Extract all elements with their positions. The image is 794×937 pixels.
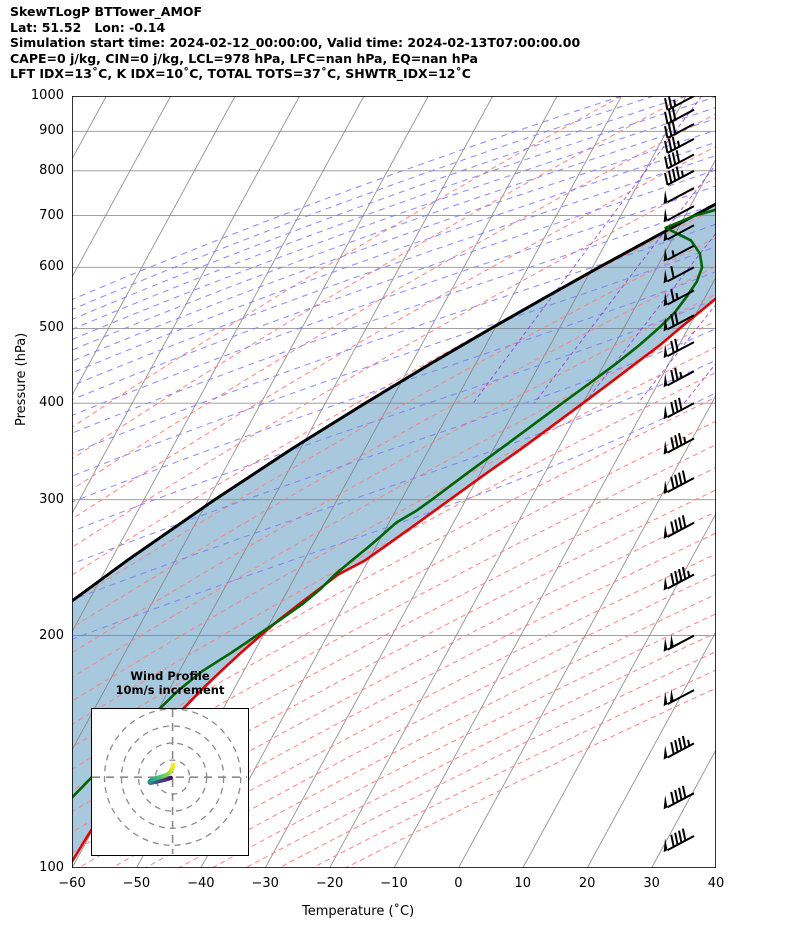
moist-adiabat-lines	[72, 96, 716, 640]
y-tick-label: 100	[39, 860, 64, 875]
temperature-profile-line	[72, 296, 716, 865]
x-tick-label: 30	[643, 876, 660, 891]
dewpoint-profile-line	[72, 208, 716, 800]
wind-barbs	[663, 96, 695, 853]
x-tick-label: −60	[58, 876, 86, 891]
y-tick-label: 900	[39, 123, 64, 139]
hodograph-title-line1: Wind Profile	[130, 669, 210, 683]
hodograph-svg	[92, 708, 247, 854]
hodograph-title: Wind Profile 10m/s increment	[91, 669, 249, 697]
x-tick-label: 40	[707, 876, 725, 891]
y-tick-label: 200	[39, 627, 64, 643]
isobar-grid	[72, 96, 716, 868]
header-indices-lift: LFT IDX=13˚C, K IDX=10˚C, TOTAL TOTS=37˚…	[10, 66, 471, 82]
x-tick-label: −50	[122, 876, 151, 891]
y-tick-label: 800	[39, 162, 64, 178]
hodograph-title-line2: 10m/s increment	[115, 683, 225, 697]
hodograph-wind-trace	[147, 762, 176, 785]
hodograph-inset	[91, 708, 249, 856]
x-tick-label: −10	[380, 876, 408, 891]
header-location: Lat: 51.52 Lon: -0.14	[10, 19, 166, 35]
figure-header: SkewTLogP BTTower_AMOF Lat: 51.52 Lon: -…	[10, 4, 790, 82]
x-tick-label: 10	[514, 876, 532, 891]
y-axis-label: Pressure (hPa)	[14, 332, 29, 426]
y-tick-label: 600	[39, 259, 64, 275]
y-tick-label: 300	[39, 491, 64, 507]
header-title: SkewTLogP BTTower_AMOF	[10, 4, 203, 19]
y-tick-label: 400	[39, 395, 64, 411]
x-tick-label: 20	[578, 876, 596, 891]
x-tick-label: −40	[187, 876, 215, 891]
header-indices-cape: CAPE=0 j/kg, CIN=0 j/kg, LCL=978 hPa, LF…	[10, 50, 478, 66]
header-times: Simulation start time: 2024-02-12_00:00:…	[10, 35, 581, 51]
y-tick-label: 1000	[30, 88, 64, 103]
x-tick-label: 0	[454, 876, 463, 891]
x-axis-label: Temperature (˚C)	[302, 904, 415, 919]
dewpoint-depression-shading	[72, 203, 716, 862]
y-tick-label: 700	[39, 207, 64, 223]
parcel-profile-line	[72, 202, 716, 603]
x-tick-label: −20	[315, 876, 344, 891]
x-tick-label: −30	[251, 876, 279, 891]
y-tick-label: 500	[39, 320, 64, 336]
